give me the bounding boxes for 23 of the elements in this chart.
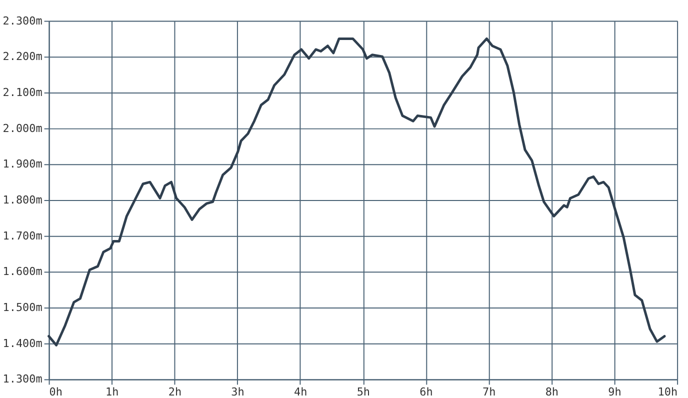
- x-tick-label: 4h: [294, 386, 308, 398]
- line-series: [48, 37, 666, 346]
- x-tick-label: 6h: [420, 386, 433, 398]
- y-tick-label: 1.700m: [2, 229, 43, 242]
- y-tick-label: 1.600m: [2, 265, 43, 278]
- y-tick-label: 2.100m: [2, 86, 43, 99]
- x-tick-label: 9h: [608, 386, 622, 398]
- y-tick-label: 1.400m: [2, 336, 43, 350]
- x-tick-label: 8h: [545, 386, 558, 398]
- x-tick-label: 0h: [49, 386, 62, 398]
- x-tick-label: 10h: [658, 386, 678, 398]
- x-tick-label: 7h: [482, 386, 496, 398]
- y-tick-label: 2.300m: [2, 14, 43, 28]
- y-tick-label: 2.000m: [2, 122, 43, 135]
- x-tick-label: 5h: [356, 386, 370, 398]
- x-tick-label: 2h: [168, 386, 182, 398]
- y-tick-label: 1.900m: [2, 158, 43, 171]
- y-tick-label: 1.300m: [2, 372, 43, 386]
- y-tick-label: 1.500m: [2, 301, 43, 314]
- y-tick-label: 2.200m: [2, 50, 43, 64]
- y-tick-label: 1.800m: [2, 193, 43, 206]
- x-tick-label: 1h: [106, 386, 119, 398]
- x-tick-label: 3h: [231, 386, 244, 398]
